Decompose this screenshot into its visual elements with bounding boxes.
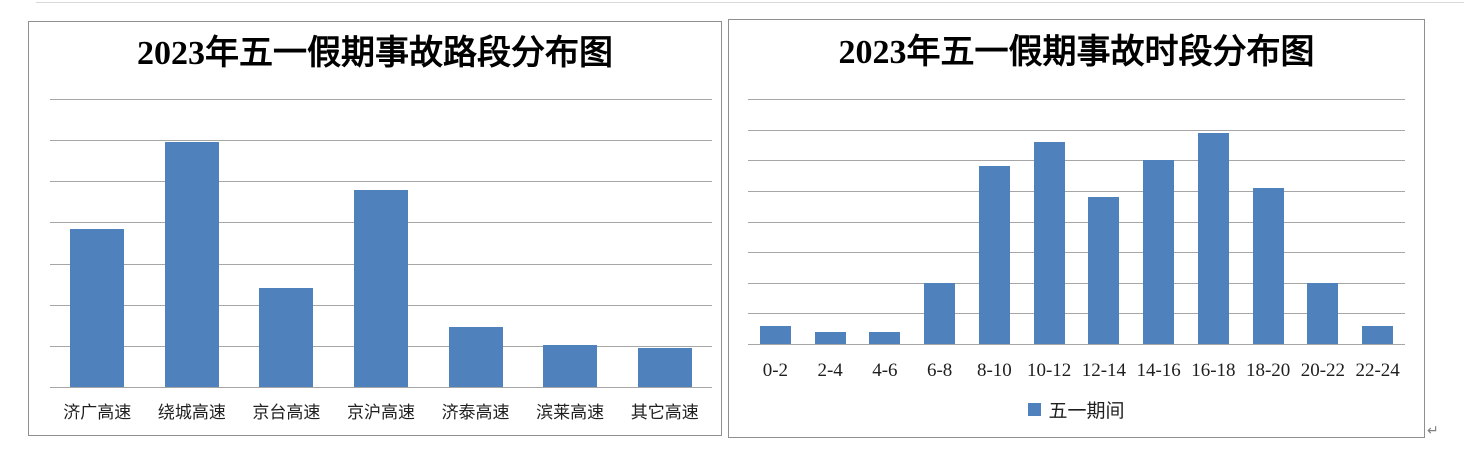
- gridline: [748, 190, 1405, 192]
- chart-title: 2023年五一假期事故时段分布图: [838, 34, 1315, 71]
- x-axis-label: 京沪高速: [346, 403, 415, 422]
- plot-area: [50, 99, 712, 388]
- bar: [448, 327, 503, 387]
- bar: [354, 189, 408, 387]
- gridline: [50, 181, 712, 183]
- x-axis-label: 京台高速: [252, 403, 321, 422]
- gridline: [748, 129, 1405, 131]
- x-axis-line: [748, 344, 1405, 345]
- x-axis-label: 济泰高速: [441, 403, 510, 422]
- x-axis-label: 4-6: [872, 360, 898, 381]
- x-axis-label: 济广高速: [63, 403, 132, 422]
- x-axis-label: 20-22: [1300, 360, 1346, 381]
- x-axis-label: 绕城高速: [157, 403, 226, 422]
- bar: [1143, 160, 1175, 344]
- x-axis-label: 2-4: [817, 360, 843, 381]
- bar: [869, 331, 901, 344]
- bar: [1307, 282, 1339, 344]
- page-top-rule: [36, 2, 1464, 3]
- bar: [1197, 132, 1229, 344]
- bar: [1088, 197, 1120, 344]
- legend-label: 五一期间: [1048, 401, 1125, 422]
- gridline: [748, 221, 1405, 223]
- bar: [924, 282, 956, 344]
- bar: [1252, 187, 1284, 344]
- bar: [637, 347, 692, 387]
- bar: [759, 325, 791, 344]
- legend: 五一期间: [729, 396, 1424, 423]
- bar: [1033, 141, 1065, 344]
- x-axis-label: 16-18: [1191, 360, 1236, 381]
- x-axis-label: 18-20: [1245, 360, 1291, 381]
- gridline: [748, 160, 1405, 162]
- x-axis-label: 6-8: [926, 360, 953, 381]
- bar: [978, 166, 1010, 344]
- gridline: [50, 99, 712, 100]
- gridline: [748, 282, 1405, 284]
- bar: [1362, 325, 1394, 344]
- gridline: [748, 313, 1405, 315]
- x-axis-label: 其它高速: [630, 403, 699, 422]
- x-axis-label: 22-24: [1355, 360, 1400, 381]
- bar: [543, 344, 598, 387]
- x-axis-label: 12-14: [1081, 360, 1127, 381]
- bar: [164, 142, 219, 387]
- chart-title: 2023年五一假期事故路段分布图: [137, 35, 613, 72]
- chart-time-periods: 2023年五一假期事故时段分布图 0-2 2-4 4-6 6-8 8-10 10-12 12…: [728, 19, 1425, 438]
- paragraph-mark-icon: ↵: [1427, 423, 1439, 439]
- bar: [259, 288, 314, 387]
- gridline: [748, 99, 1405, 100]
- bar: [70, 228, 125, 387]
- plot-area: [748, 99, 1405, 345]
- x-axis-label: 0-2: [762, 360, 789, 381]
- gridline: [50, 140, 712, 142]
- x-axis-label: 滨莱高速: [536, 403, 605, 422]
- legend-color-swatch-icon: [1028, 403, 1042, 416]
- x-axis-label: 8-10: [976, 360, 1012, 381]
- gridline: [748, 252, 1405, 254]
- chart-road-sections: 2023年五一假期事故路段分布图 济广高速 绕城高速 京台高速 京沪高速 济泰高速 滨莱高…: [28, 21, 722, 436]
- x-axis-line: [50, 387, 712, 388]
- bar: [814, 331, 846, 344]
- x-axis-label: 10-12: [1026, 360, 1072, 381]
- x-axis-label: 14-16: [1136, 360, 1181, 381]
